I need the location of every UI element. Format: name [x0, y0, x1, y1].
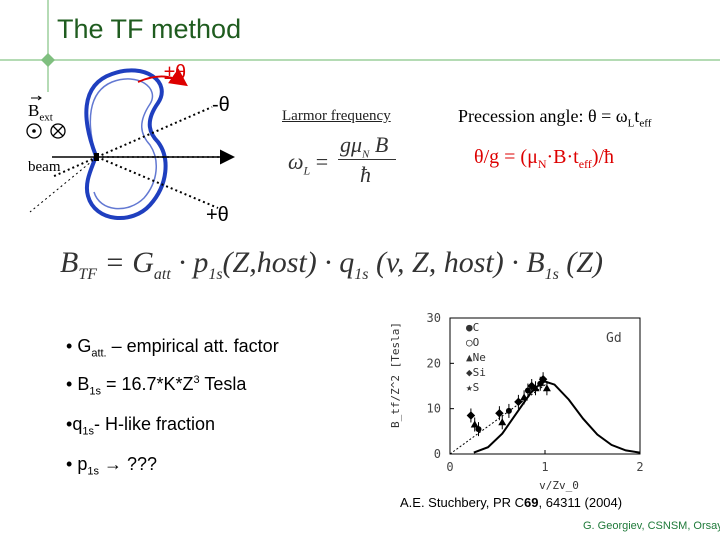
data-point: [466, 411, 476, 420]
legend-entry: ◆Si: [466, 366, 486, 379]
rotation-arc: [137, 68, 188, 87]
pm-theta-label: ±θ: [164, 62, 187, 84]
data-point: [505, 407, 512, 414]
x-tick-label: 0: [446, 460, 453, 474]
slide-title: The TF method: [57, 14, 242, 44]
b-ext-label: Bext: [28, 101, 53, 124]
bullet-q1s: •q1s- H-like fraction: [66, 414, 215, 438]
angular-distribution-lobes: [84, 68, 168, 220]
chart-svg: 0 10 20 30 0 1 2 B_tf/Z^2 [Tesla] v/Zv_0 Gd ●C ○O ▲N…: [389, 311, 644, 492]
data-point: [537, 380, 544, 387]
plus-theta-label: +θ: [206, 204, 229, 226]
chart-annotation: Gd: [606, 331, 622, 346]
data-point: [542, 384, 551, 392]
y-tick-label: 30: [427, 311, 441, 325]
y-axis-label: B_tf/Z^2 [Tesla]: [389, 322, 402, 428]
legend-entry: ★S: [466, 381, 479, 394]
data-point: [538, 374, 548, 384]
data-point: [498, 418, 507, 426]
transient-field-chart: 0 10 20 30 0 1 2 B_tf/Z^2 [Tesla] v/Zv_0 Gd ●C ○O ▲N…: [383, 308, 655, 496]
bullet-b1s: • B1s = 16.7*K*Z3 Tesla: [66, 374, 247, 398]
x-tick-label: 1: [541, 460, 548, 474]
g-factor-relation: θ/g = (μN·B·teff)/ħ: [474, 146, 615, 171]
theory-curve: [473, 380, 641, 454]
precession-angle-text: Precession angle: θ = ωLteff: [458, 106, 652, 130]
x-axis-label: v/Zv_0: [539, 479, 579, 492]
data-point: [531, 384, 540, 392]
data-point: [524, 387, 531, 394]
larmor-label: Larmor frequency: [282, 108, 391, 124]
minus-theta-label: -θ: [212, 94, 230, 116]
x-tick-label: 2: [636, 460, 643, 474]
bullet-p1s: • p1s → ???: [66, 454, 157, 478]
data-point: [470, 420, 479, 428]
data-point: [475, 426, 482, 433]
author-credit: G. Georgiev, CSNSM, Orsay: [583, 520, 720, 532]
legend-entry: ▲Ne: [466, 351, 486, 364]
bullet-attenuation: • Gatt. – empirical att. factor: [66, 336, 279, 360]
y-tick-label: 10: [427, 402, 441, 416]
citation: A.E. Stuchbery, PR C69, 64311 (2004): [400, 495, 623, 510]
y-tick-label: 0: [434, 447, 441, 461]
field-in-icon: [50, 123, 66, 139]
field-out-icon: [26, 123, 42, 139]
legend-entry: ○O: [466, 336, 479, 349]
transient-field-formula: BTF = Gatt · p1s(Z,host) · q1s (v, Z, ho…: [60, 246, 603, 283]
legend-entry: ●C: [466, 321, 479, 334]
y-tick-label: 20: [427, 356, 441, 370]
data-point: [520, 393, 529, 401]
beam-label: beam: [28, 159, 61, 175]
